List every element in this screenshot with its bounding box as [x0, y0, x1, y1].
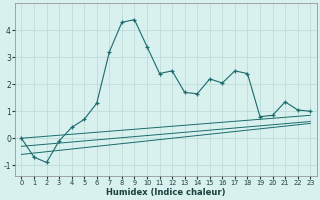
X-axis label: Humidex (Indice chaleur): Humidex (Indice chaleur) — [106, 188, 226, 197]
